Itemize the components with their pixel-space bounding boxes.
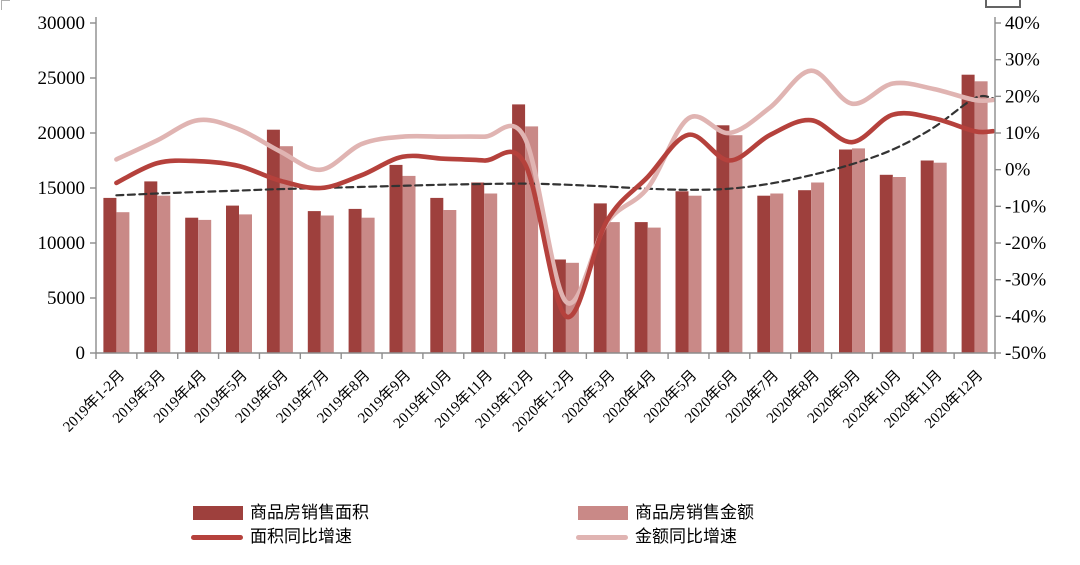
bar-sales-amount	[974, 81, 988, 354]
bar-sales-area	[675, 191, 689, 353]
bar-sales-area	[266, 129, 280, 353]
bar-sales-amount	[565, 262, 579, 353]
bar-sales-amount	[402, 175, 416, 353]
bar-sales-area	[226, 205, 239, 353]
screenshot-edge-artifact	[985, 0, 1021, 8]
bar-sales-area	[430, 197, 444, 353]
bar-sales-area	[348, 208, 362, 353]
bar-sales-amount	[157, 195, 171, 353]
line-amount-growth	[114, 68, 996, 306]
right-axis-tick-label: -50%	[1005, 343, 1046, 364]
bar-sales-area	[839, 149, 852, 353]
bar-sales-amount	[443, 210, 457, 353]
left-axis-tick-label: 5000	[47, 288, 85, 309]
bar-sales-amount	[606, 222, 620, 353]
left-axis-tick-label: 30000	[38, 13, 86, 34]
bar-sales-amount	[688, 195, 702, 353]
right-axis-tick-label: -10%	[1005, 196, 1046, 217]
bar-sales-area	[471, 182, 485, 353]
bar-sales-area	[634, 222, 648, 353]
bar-sales-area	[512, 104, 526, 354]
right-axis-tick-label: -40%	[1005, 306, 1046, 327]
bar-sales-amount	[647, 227, 661, 353]
bar-sales-amount	[279, 146, 293, 353]
screenshot-corner-artifact	[1, 0, 10, 10]
bar-sales-amount	[239, 214, 252, 353]
bar-sales-amount	[198, 219, 212, 353]
bar-sales-amount	[933, 162, 947, 353]
right-axis-tick-label: 40%	[1005, 13, 1040, 34]
line-trend-dashed	[115, 94, 995, 197]
left-axis-tick-label: 10000	[38, 233, 86, 254]
left-axis-tick-label: 25000	[38, 68, 86, 89]
bar-sales-area	[757, 195, 771, 353]
bar-sales-area	[920, 160, 934, 353]
bar-sales-area	[307, 211, 321, 353]
bar-sales-area	[879, 174, 893, 353]
right-axis-tick-label: 0%	[1005, 160, 1031, 181]
right-axis-tick-label: -30%	[1005, 270, 1046, 291]
bar-sales-area	[185, 217, 199, 353]
bar-sales-area	[144, 181, 158, 353]
bar-sales-amount	[320, 215, 334, 353]
right-axis-tick-label: 30%	[1005, 50, 1040, 71]
bar-sales-amount	[361, 217, 375, 353]
bar-sales-area	[716, 125, 730, 353]
bar-sales-area	[798, 190, 812, 353]
right-axis-tick-label: -20%	[1005, 233, 1046, 254]
x-axis-category-label: 2019年1-2月	[60, 367, 129, 436]
bar-sales-amount	[852, 148, 865, 353]
bar-sales-amount	[770, 193, 784, 353]
right-axis-tick-label: 10%	[1005, 123, 1040, 144]
bar-sales-area	[103, 197, 117, 353]
bar-sales-amount	[729, 135, 743, 353]
bar-sales-amount	[892, 177, 906, 353]
bar-sales-area	[389, 164, 403, 353]
left-axis-tick-label: 20000	[38, 123, 86, 144]
line-area-growth	[114, 110, 996, 320]
left-axis-tick-label: 0	[76, 343, 86, 364]
left-axis-tick-label: 15000	[38, 178, 86, 199]
bar-sales-amount	[811, 182, 825, 353]
bar-sales-amount	[116, 212, 130, 353]
right-axis-tick-label: 20%	[1005, 86, 1040, 107]
bar-sales-amount	[484, 193, 498, 353]
bar-sales-area	[961, 74, 975, 353]
